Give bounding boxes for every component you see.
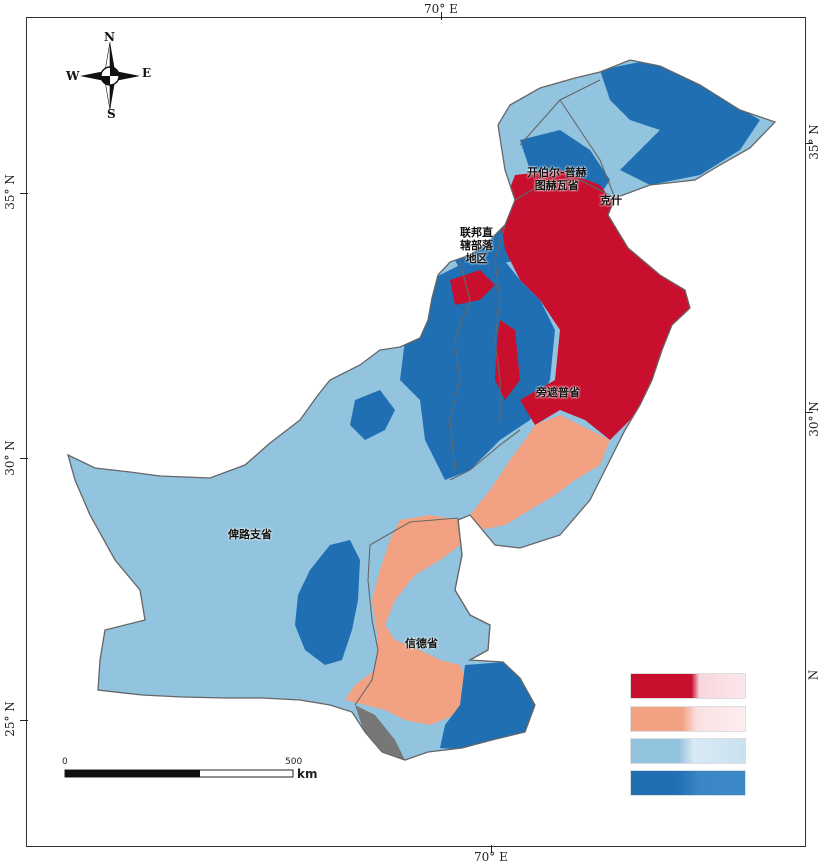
top-tick	[441, 12, 442, 20]
red-west-patches	[450, 270, 495, 305]
compass-w: W	[66, 69, 80, 83]
province-label-punjab: 旁遮普省	[536, 386, 580, 399]
scale-bar	[64, 769, 294, 778]
legend-swatch-red	[630, 673, 746, 699]
red-north-region	[500, 170, 690, 440]
sindh-dark-blue-region	[440, 662, 535, 750]
province-label-kashmir: 克什	[600, 194, 622, 207]
balochistan-north-dark-blue	[350, 390, 395, 440]
red-central-strip	[495, 320, 520, 400]
bottom-longitude-label: 70° E	[474, 850, 508, 864]
legend-swatch-dark-blue	[630, 770, 746, 796]
province-label-balochistan: 俾路支省	[228, 528, 272, 541]
bottom-tick	[491, 845, 492, 853]
compass-e: E	[142, 66, 152, 80]
province-label-fata: 联邦直 辖部落 地区	[460, 226, 493, 265]
province-label-kp: 开伯尔-普赫 图赫瓦省	[527, 166, 587, 192]
compass-rose	[80, 41, 140, 111]
salmon-punjab-region	[470, 415, 610, 530]
province-label-sindh: 信德省	[405, 637, 438, 650]
legend-swatch-light-blue	[630, 738, 746, 764]
right-tick-35	[805, 143, 813, 144]
country-border	[66, 59, 777, 761]
north-dark-blue-region	[600, 60, 760, 185]
scale-start-label: 0	[62, 757, 68, 767]
compass-n: N	[104, 30, 115, 44]
west-dark-blue-region	[400, 255, 555, 480]
balochistan-dark-blue-region	[295, 540, 360, 665]
compass-s: S	[107, 107, 116, 121]
left-tick-30	[20, 458, 28, 459]
salmon-sindh-corridor	[345, 515, 470, 725]
left-tick-25	[20, 720, 28, 721]
map-frame	[26, 17, 806, 847]
left-tick-35	[20, 193, 28, 194]
coastal-grey-region	[355, 705, 405, 760]
top-longitude-label: 70° E	[424, 2, 458, 16]
legend-swatch-salmon	[630, 706, 746, 732]
north-dark-blue-region-2	[520, 130, 610, 195]
scale-end-label: 500	[285, 757, 303, 767]
scale-unit-label: km	[297, 767, 318, 781]
right-tick-30	[805, 412, 813, 413]
